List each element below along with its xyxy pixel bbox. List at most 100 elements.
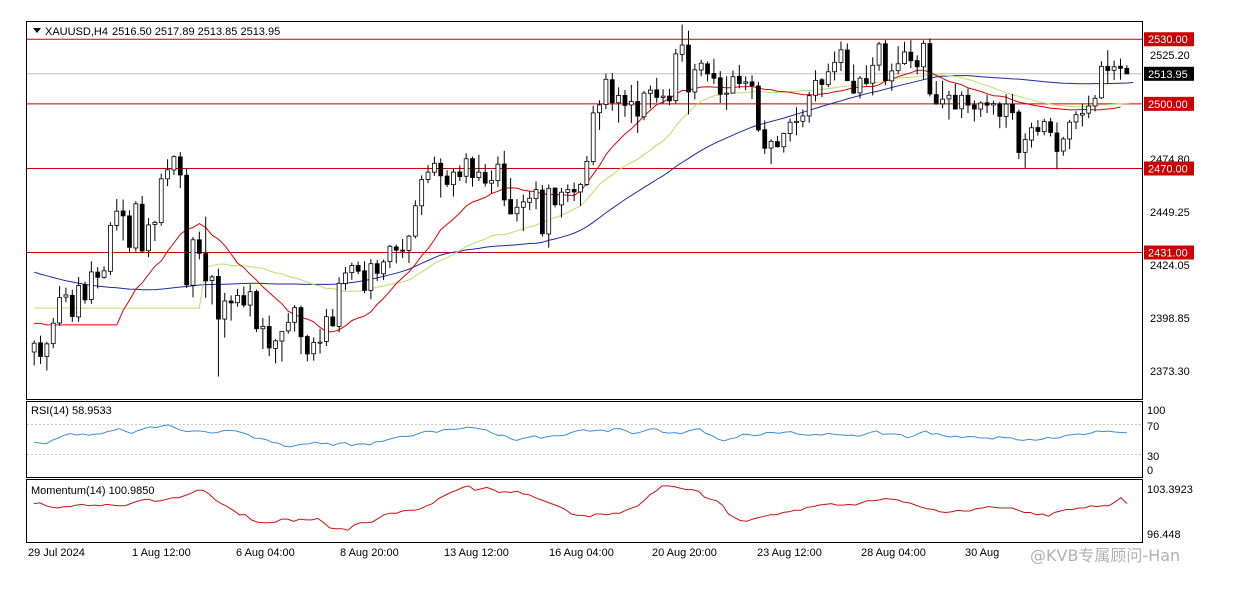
candle [400,238,405,259]
candle-body [470,158,475,178]
candle-body [552,187,558,206]
candle-body [387,245,393,262]
current-price-tag-text: 2513.95 [1148,69,1188,81]
candle-body [247,291,253,306]
candle-body [571,188,577,193]
candle-body [622,95,628,106]
candle [698,59,704,77]
candle [851,64,857,94]
candle [508,177,513,215]
header-symbol: XAUUSD,H4 [45,26,108,38]
candle [730,70,736,94]
candle [241,286,247,308]
candle-body [857,77,863,94]
candle-body [336,282,342,327]
candle [800,109,806,128]
candle [1073,111,1079,130]
candle-body [235,294,240,304]
candle [330,308,336,327]
candle-body [540,189,545,235]
candle [1010,93,1015,120]
candle-body [57,297,62,324]
candle-body [1022,139,1028,153]
candle-body [883,43,888,81]
candle [565,184,571,202]
candle-body [628,101,634,106]
candle [628,84,634,124]
candle-body [724,92,729,95]
rsi-label: RSI(14) 58.9533 [31,405,112,417]
level-price-tag-text: 2431.00 [1148,248,1188,260]
candle [775,135,780,148]
candle [1105,50,1111,84]
candle [216,268,221,377]
candle-body [679,44,685,55]
candle [991,100,996,115]
candle-body [851,80,857,94]
candle-body [1067,121,1073,140]
candle-body [222,300,228,320]
candle [844,43,850,82]
candle [813,70,818,102]
rsi-y-tick: 0 [1147,465,1153,477]
candle [635,80,641,133]
candle-body [565,189,571,193]
candle [520,194,526,231]
candle [495,156,501,187]
candle [883,40,888,86]
dropdown-triangle-icon[interactable] [33,28,41,33]
candle-body [317,341,323,344]
x-tick: 28 Aug 04:00 [861,547,926,559]
candle [419,175,425,216]
candle [260,317,266,350]
candle [311,337,317,361]
candle [444,170,450,188]
rsi-y-tick: 100 [1147,405,1165,417]
candle-body [489,180,494,184]
x-tick: 30 Aug [965,547,999,559]
candle [1048,117,1053,137]
candle-body [673,53,679,102]
candle-body [800,115,806,122]
candle [1060,136,1066,156]
candle-body [1086,105,1092,114]
candle [819,78,825,98]
candle-body [343,272,348,284]
level-price-tag-box [1144,96,1194,111]
ma-fast-line [34,69,1121,333]
x-tick: 6 Aug 04:00 [236,547,295,559]
candle-body [514,206,520,215]
candle [273,339,278,364]
candle-body [635,101,641,117]
candle [914,55,920,75]
candle [114,199,120,231]
candle-body [311,342,317,355]
candle-body [991,103,996,106]
candle [120,199,126,241]
candle-body [120,210,126,217]
candle-body [997,103,1003,117]
candle-body [952,94,958,110]
candle [736,64,742,89]
candle [31,340,37,366]
candle-body [914,60,920,68]
candle [584,155,590,186]
level-price-tag-box [1144,245,1194,260]
candle-body [1035,127,1041,132]
candle-body [1111,66,1117,71]
candle-body [965,94,971,106]
candle [1111,60,1117,80]
candle-body [362,270,367,291]
candle [616,87,621,123]
candle [1054,122,1060,170]
candle [959,91,965,119]
candle-body [82,284,88,301]
candle [95,267,101,289]
candle [317,328,323,354]
candle-body [63,294,69,298]
candle-body [324,316,329,342]
candle [787,118,793,142]
candle-body [216,276,221,320]
candle [139,195,145,253]
